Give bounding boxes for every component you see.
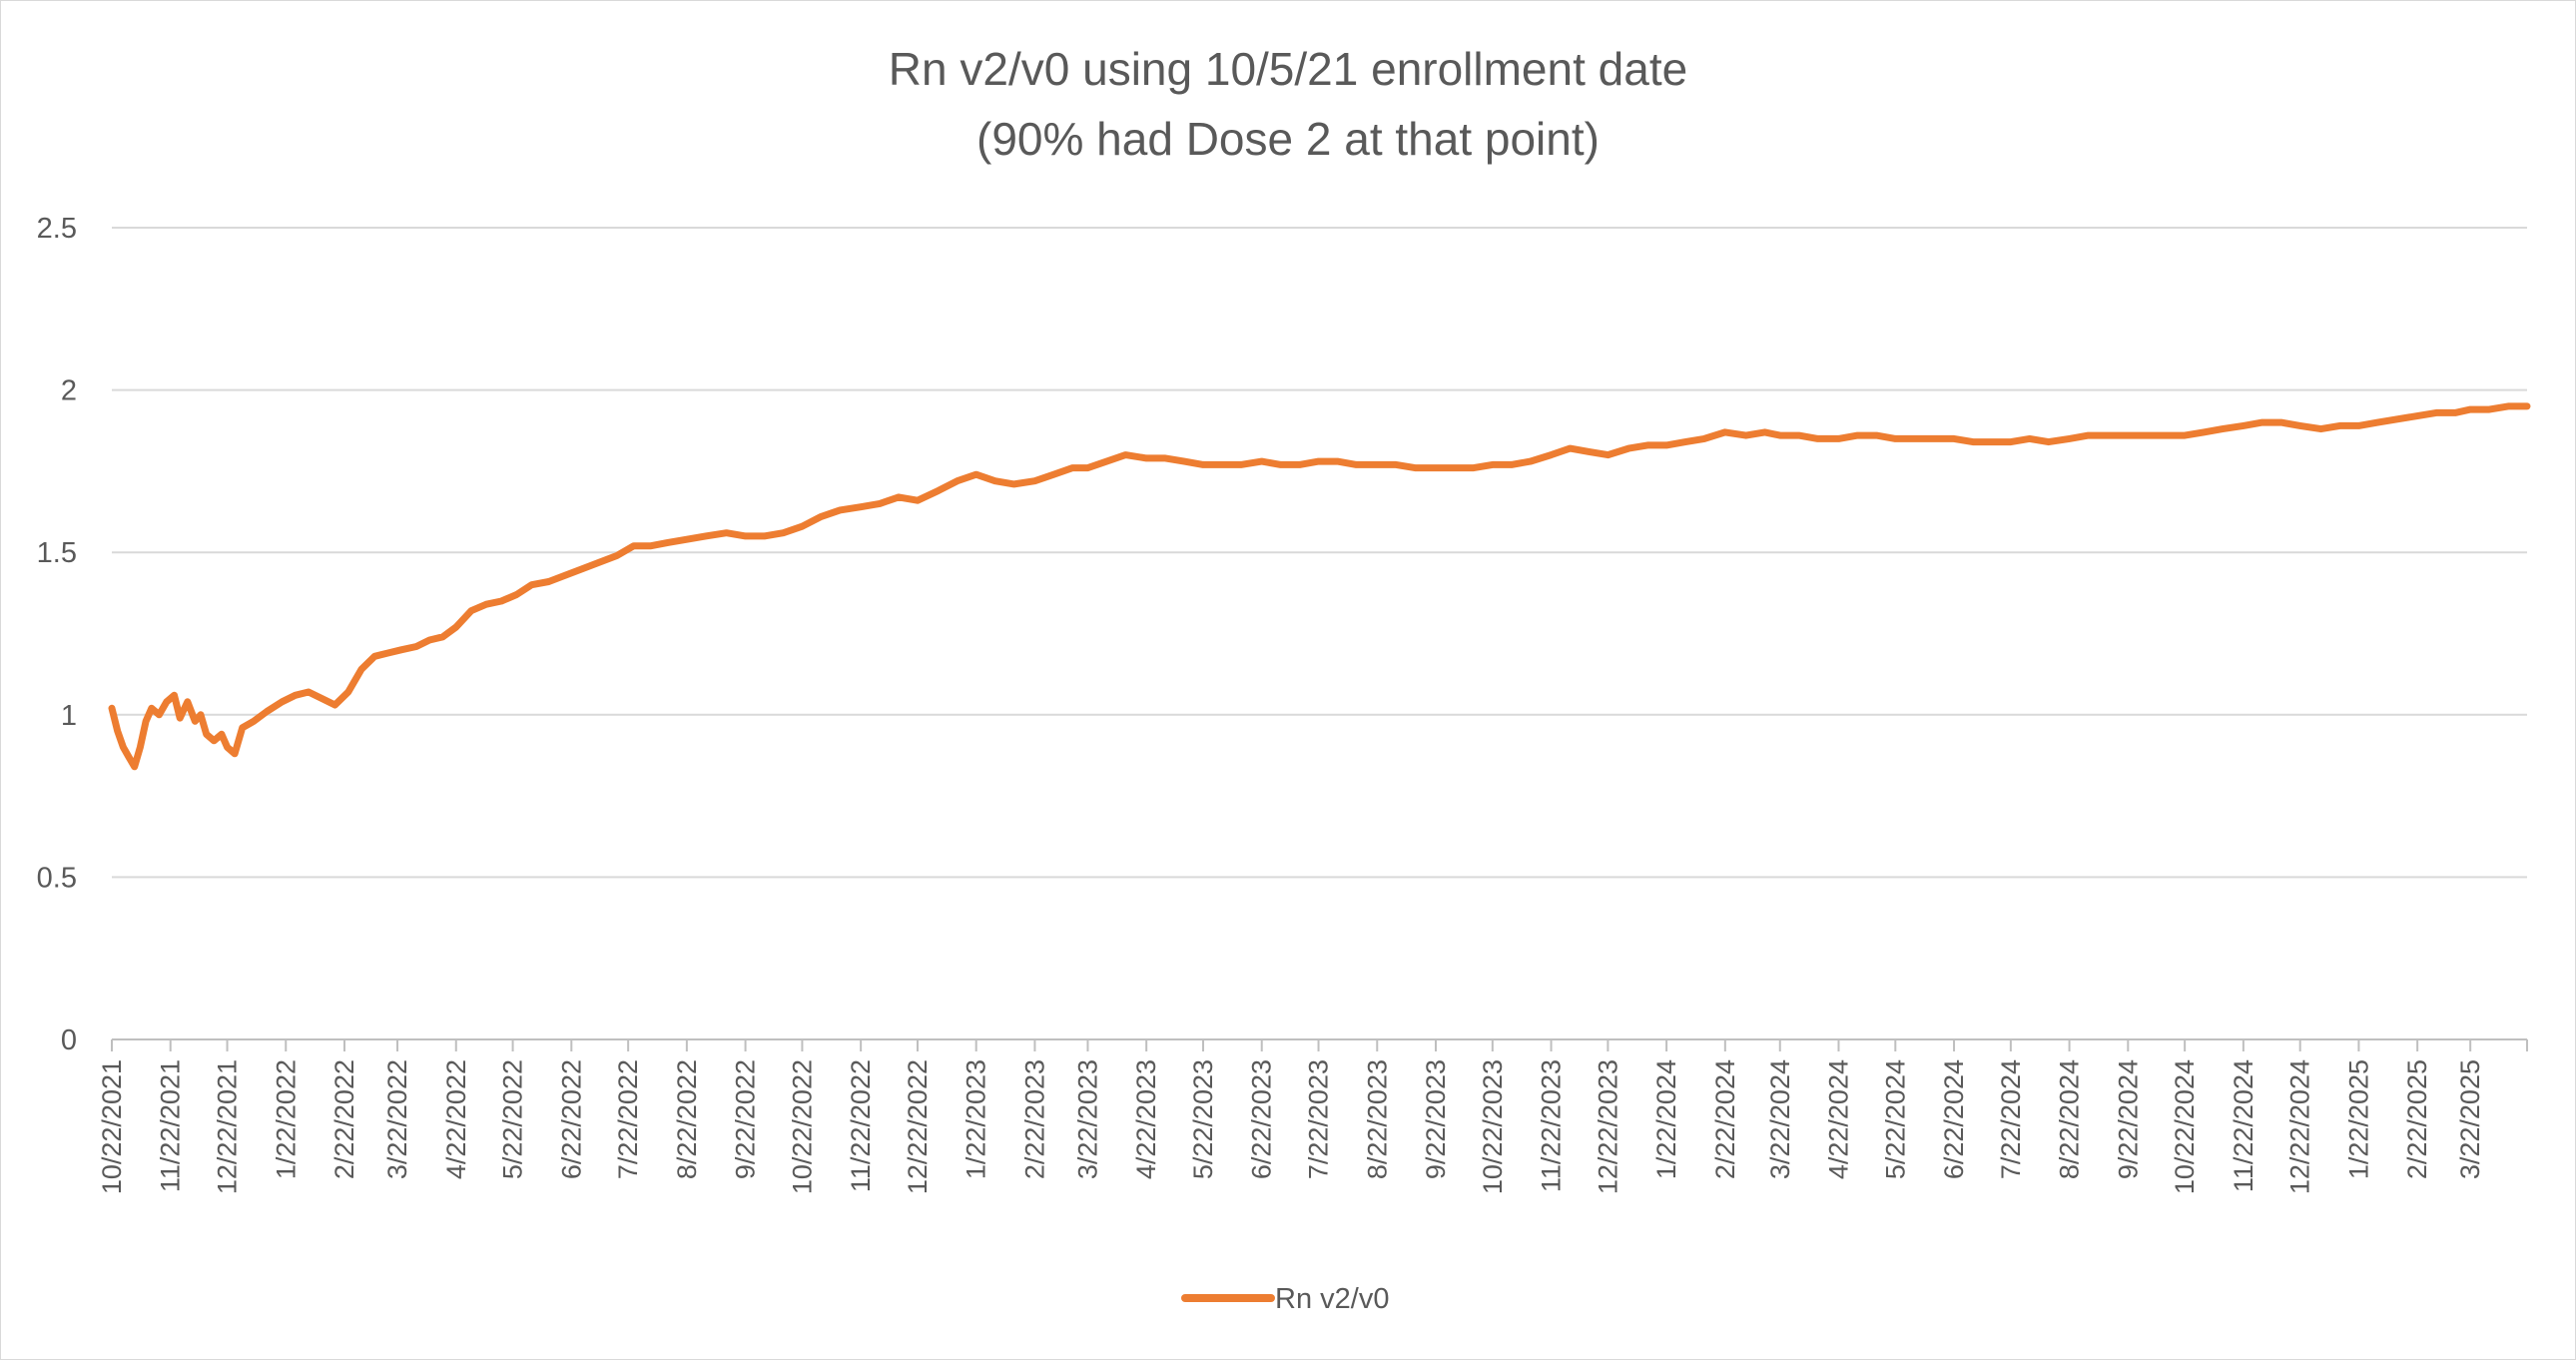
y-tick-label: 1.5 bbox=[37, 537, 77, 569]
x-tick-label: 12/22/2024 bbox=[2285, 1059, 2315, 1194]
x-tick-label: 6/22/2022 bbox=[556, 1059, 586, 1179]
y-tick-label: 0 bbox=[61, 1024, 77, 1056]
x-tick-label: 10/22/2022 bbox=[787, 1059, 817, 1194]
x-tick-label: 11/22/2021 bbox=[156, 1059, 186, 1192]
series-line-rn-v2-v0 bbox=[108, 402, 2531, 771]
x-tick-label: 2/22/2023 bbox=[1019, 1059, 1049, 1179]
x-tick-label: 12/22/2022 bbox=[903, 1059, 933, 1194]
x-tick-label: 1/22/2024 bbox=[1651, 1059, 1681, 1179]
x-tick-label: 9/22/2022 bbox=[731, 1059, 761, 1179]
series-layer bbox=[108, 402, 2531, 771]
gridlines bbox=[112, 227, 2527, 879]
x-tick-label: 10/22/2024 bbox=[2170, 1059, 2200, 1194]
legend: Rn v2/v0 bbox=[1181, 1283, 1389, 1315]
x-tick-label: 2/22/2024 bbox=[1710, 1059, 1740, 1179]
x-tick-label: 3/22/2023 bbox=[1072, 1059, 1102, 1179]
x-tick-label: 5/22/2024 bbox=[1880, 1059, 1910, 1179]
chart-title-line-2: (90% had Dose 2 at that point) bbox=[976, 113, 1600, 165]
x-axis bbox=[111, 1038, 2528, 1051]
x-tick-label: 11/22/2023 bbox=[1537, 1059, 1567, 1192]
x-tick-label: 10/22/2023 bbox=[1478, 1059, 1508, 1194]
x-tick-label: 4/22/2023 bbox=[1131, 1059, 1161, 1179]
x-tick-label: 6/22/2024 bbox=[1939, 1059, 1969, 1179]
x-tick-label: 11/22/2024 bbox=[2229, 1059, 2258, 1192]
x-tick-label: 9/22/2023 bbox=[1421, 1059, 1451, 1179]
y-tick-label: 2 bbox=[61, 375, 77, 407]
y-tick-label: 0.5 bbox=[37, 862, 77, 894]
x-tick-label: 5/22/2022 bbox=[498, 1059, 528, 1179]
x-tick-label: 8/22/2023 bbox=[1362, 1059, 1392, 1179]
x-tick-label: 5/22/2023 bbox=[1188, 1059, 1218, 1179]
x-tick-label: 12/22/2023 bbox=[1593, 1059, 1622, 1194]
legend-label-rn-v2-v0: Rn v2/v0 bbox=[1275, 1283, 1389, 1315]
x-tick-label: 7/22/2024 bbox=[1996, 1059, 2026, 1179]
y-tick-label: 1 bbox=[61, 700, 77, 732]
x-tick-label: 4/22/2022 bbox=[441, 1059, 471, 1179]
x-tick-label: 4/22/2024 bbox=[1823, 1059, 1853, 1179]
x-tick-label: 9/22/2024 bbox=[2113, 1059, 2143, 1179]
chart-title-line-1: Rn v2/v0 using 10/5/21 enrollment date bbox=[889, 43, 1687, 95]
x-tick-label: 11/22/2022 bbox=[846, 1059, 876, 1192]
y-axis-tick-labels: 0 0.5 1 1.5 2 2.5 bbox=[37, 213, 77, 1056]
x-tick-label: 8/22/2024 bbox=[2055, 1059, 2085, 1179]
x-tick-label: 1/22/2022 bbox=[271, 1059, 301, 1179]
x-tick-label: 1/22/2023 bbox=[962, 1059, 991, 1179]
x-tick-label: 3/22/2024 bbox=[1765, 1059, 1795, 1179]
x-axis-tick-labels: 10/22/2021 11/22/2021 12/22/2021 1/22/2022 2… bbox=[97, 1059, 2485, 1194]
x-tick-label: 12/22/2021 bbox=[213, 1059, 243, 1194]
x-tick-label: 7/22/2023 bbox=[1304, 1059, 1334, 1179]
y-tick-label: 2.5 bbox=[37, 213, 77, 245]
x-tick-label: 2/22/2022 bbox=[329, 1059, 359, 1179]
x-tick-label: 10/22/2021 bbox=[97, 1059, 127, 1194]
x-tick-label: 2/22/2025 bbox=[2402, 1059, 2432, 1179]
x-tick-label: 3/22/2022 bbox=[382, 1059, 412, 1179]
x-tick-label: 1/22/2025 bbox=[2343, 1059, 2373, 1179]
x-tick-label: 7/22/2022 bbox=[613, 1059, 643, 1179]
x-tick-label: 6/22/2023 bbox=[1247, 1059, 1277, 1179]
x-tick-label: 3/22/2025 bbox=[2455, 1059, 2485, 1179]
x-tick-label: 8/22/2022 bbox=[672, 1059, 702, 1179]
